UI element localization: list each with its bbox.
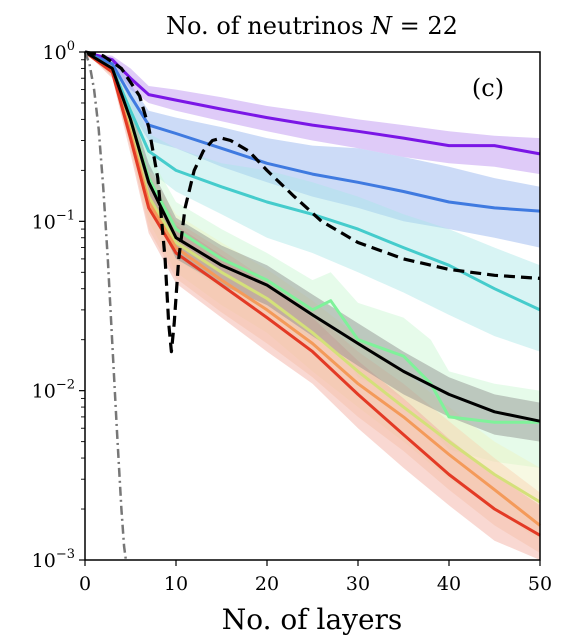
- series-band-4: [85, 52, 540, 468]
- series-band-1: [85, 52, 540, 175]
- series-line-3: [84, 50, 541, 312]
- y-axis-ticks: 100 10−1 10−2 10−3: [32, 39, 85, 572]
- panel-label: (c): [472, 74, 504, 102]
- series-band-2: [85, 52, 540, 248]
- series-band-6: [85, 52, 540, 553]
- x-tick-label: 30: [346, 573, 370, 595]
- x-tick-label: 10: [164, 573, 188, 595]
- series-band-5: [85, 52, 540, 541]
- x-axis-ticks: 0 10 20 30 40 50: [79, 560, 552, 595]
- title-suffix: = 22: [392, 12, 458, 40]
- series-line-8: [84, 50, 541, 423]
- series-line-1: [84, 50, 541, 156]
- x-tick-label: 50: [528, 573, 552, 595]
- series-line-7: [84, 50, 541, 537]
- series-band-7: [85, 52, 540, 560]
- confidence-bands: [85, 52, 540, 560]
- title-prefix: No. of neutrinos: [166, 12, 371, 40]
- x-axis-label: No. of layers: [222, 603, 403, 636]
- x-tick-label: 0: [79, 573, 91, 595]
- title-variable: N: [370, 12, 393, 40]
- y-tick-label: 10−3: [32, 547, 75, 572]
- series-line-2: [84, 50, 541, 213]
- series-lines: [83, 50, 541, 561]
- y-tick-label: 10−1: [32, 208, 75, 233]
- chart-title: No. of neutrinos N = 22: [166, 12, 458, 40]
- y-tick-label: 10−2: [32, 378, 75, 403]
- series-line-10: [83, 51, 128, 561]
- x-tick-label: 40: [437, 573, 461, 595]
- plot-frame: [84, 51, 541, 561]
- y-tick-label: 100: [43, 39, 75, 64]
- series-band-3: [85, 52, 540, 352]
- x-tick-label: 20: [255, 573, 279, 595]
